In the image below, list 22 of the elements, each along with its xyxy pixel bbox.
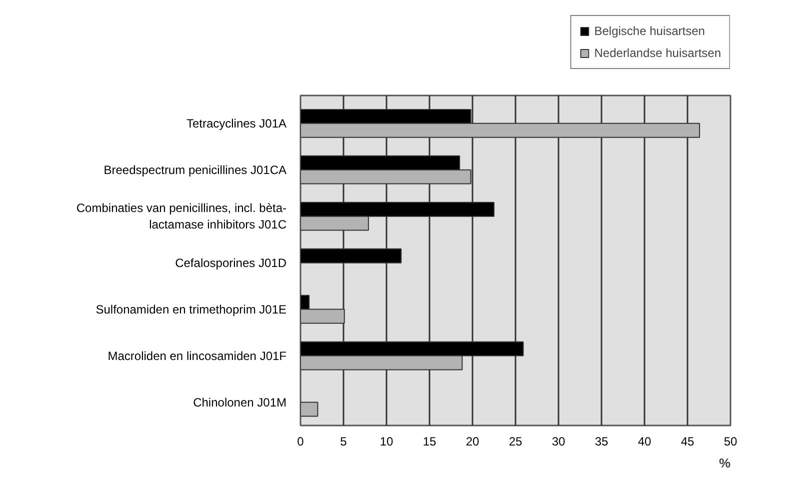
legend-label: Nederlandse huisartsen (594, 46, 721, 60)
y-tick-label: Cefalosporines J01D (175, 256, 287, 270)
x-tick-label: 15 (422, 434, 436, 448)
x-tick-label: 40 (638, 434, 652, 448)
x-tick-label: 30 (552, 434, 566, 448)
x-tick-label: 5 (340, 434, 348, 448)
x-tick-label: 20 (466, 434, 480, 448)
y-tick-label: Tetracyclines J01A (186, 116, 287, 130)
x-tick-label: 45 (680, 434, 694, 448)
bar (300, 402, 318, 417)
x-tick-label: 35 (594, 434, 608, 448)
y-tick-label: Sulfonamiden en trimethoprim J01E (96, 302, 286, 316)
x-tick-label: 10 (380, 434, 394, 448)
y-tick-label: Chinolonen J01M (193, 395, 287, 410)
x-tick-label: 0 (297, 434, 304, 448)
x-tick-label: 50 (724, 434, 738, 448)
y-tick-label: Breedspectrum penicillines J01CA (104, 162, 287, 177)
legend-label: Belgische huisartsen (594, 24, 705, 38)
x-tick-label: 25 (508, 434, 522, 448)
x-axis-title: % (718, 456, 731, 470)
y-tick-label: Macroliden en lincosamiden J01F (108, 348, 287, 363)
y-tick-label: Combinaties van penicillines, incl. bèta- lactamase inhibitors J01C (76, 200, 287, 232)
